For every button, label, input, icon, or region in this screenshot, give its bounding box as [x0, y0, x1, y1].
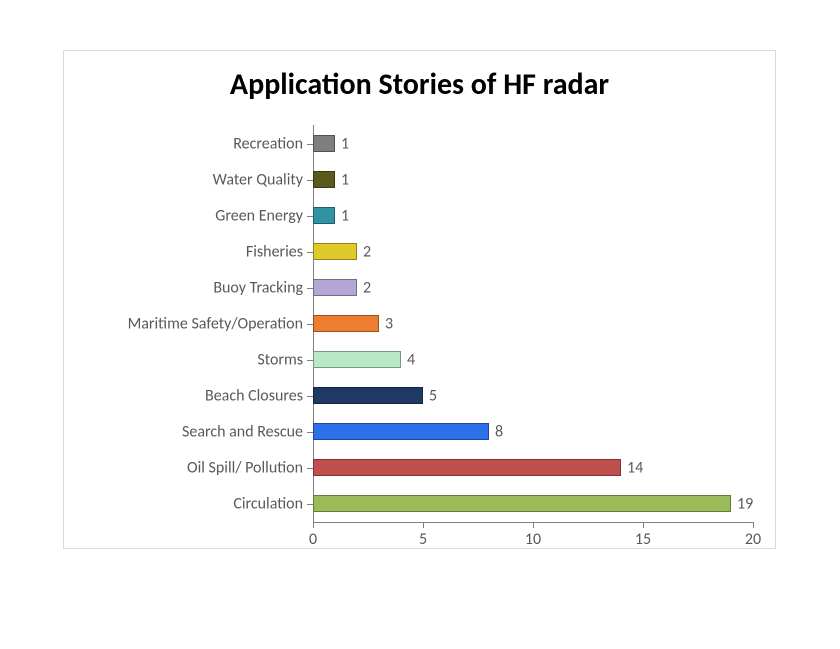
value-label: 5	[429, 386, 437, 405]
bar	[313, 207, 335, 224]
x-tick	[533, 522, 534, 528]
value-label: 1	[341, 206, 349, 225]
value-label: 1	[341, 134, 349, 153]
category-label: Maritime Safety/Operation	[128, 314, 303, 333]
category-label: Buoy Tracking	[213, 278, 303, 297]
x-tick-label: 5	[419, 530, 427, 549]
value-label: 2	[363, 278, 371, 297]
category-label: Beach Closures	[205, 386, 303, 405]
bar	[313, 279, 357, 296]
bar	[313, 135, 335, 152]
category-label: Oil Spill/ Pollution	[187, 458, 303, 477]
value-label: 14	[627, 458, 643, 477]
x-tick	[643, 522, 644, 528]
category-label: Recreation	[233, 134, 303, 153]
x-tick	[753, 522, 754, 528]
chart-canvas: Application Stories of HF radar 05101520…	[0, 0, 840, 649]
value-label: 8	[495, 422, 503, 441]
value-label: 3	[385, 314, 393, 333]
bar	[313, 351, 401, 368]
value-label: 1	[341, 170, 349, 189]
x-tick-label: 15	[635, 530, 651, 549]
x-tick-label: 10	[525, 530, 541, 549]
chart-title: Application Stories of HF radar	[230, 66, 609, 103]
x-tick	[313, 522, 314, 528]
category-label: Water Quality	[213, 170, 303, 189]
bar	[313, 495, 731, 512]
value-label: 19	[737, 494, 753, 513]
bar	[313, 243, 357, 260]
category-label: Green Energy	[215, 206, 303, 225]
value-label: 2	[363, 242, 371, 261]
category-label: Storms	[257, 350, 303, 369]
bar	[313, 171, 335, 188]
bar	[313, 387, 423, 404]
x-tick-label: 20	[745, 530, 761, 549]
x-tick	[423, 522, 424, 528]
category-label: Search and Rescue	[182, 422, 303, 441]
bar	[313, 315, 379, 332]
x-tick-label: 0	[309, 530, 317, 549]
bar	[313, 423, 489, 440]
value-label: 4	[407, 350, 415, 369]
category-label: Circulation	[233, 494, 303, 513]
category-label: Fisheries	[246, 242, 303, 261]
bar	[313, 459, 621, 476]
